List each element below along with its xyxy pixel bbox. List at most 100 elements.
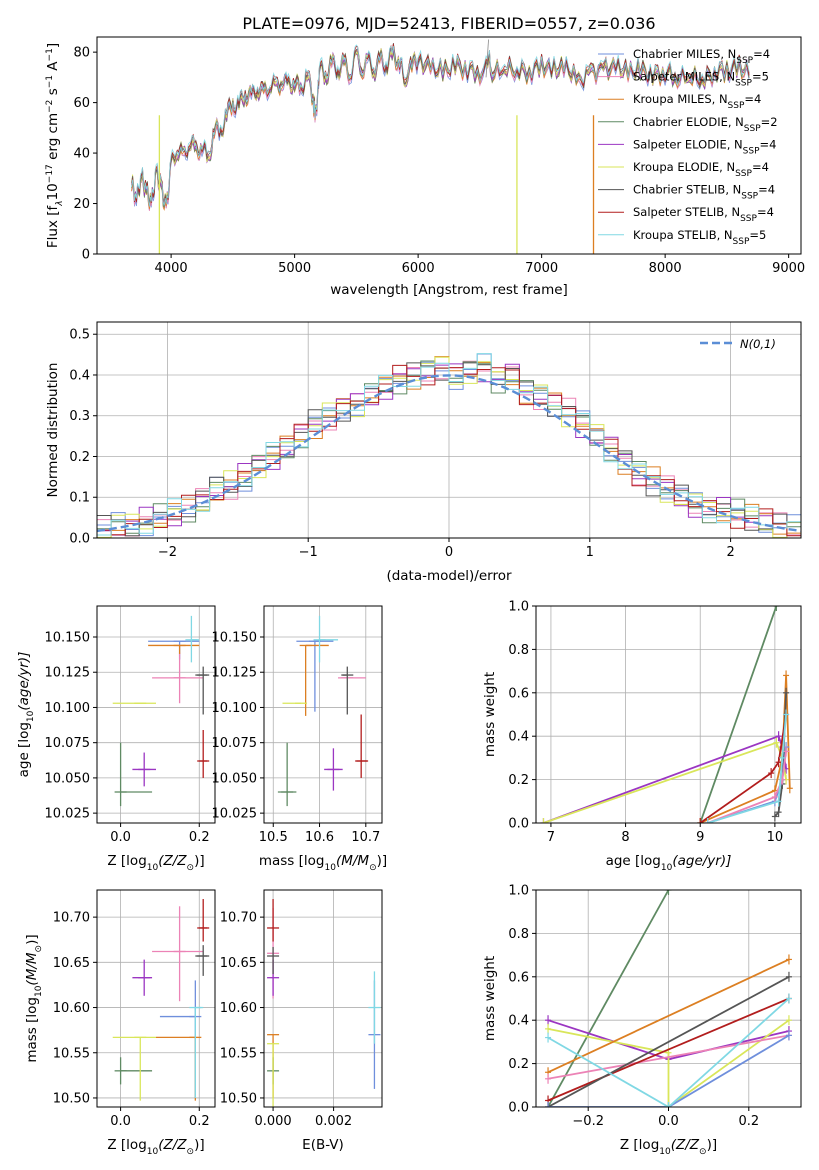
- mass_weight_vs_Z-ytick-label: 1.0: [508, 884, 529, 899]
- legend-entry-2: Kroupa MILES, NSSP=4: [633, 92, 761, 111]
- spectrum-xtick-label: 6000: [402, 261, 435, 276]
- residuals-ytick-label: 0.4: [69, 368, 90, 383]
- spectrum-ylabel: Flux [fλ10−17 erg cm−2 s−1 A−1]: [45, 43, 65, 248]
- age_vs_mass-ytick-label: 10.075: [212, 736, 258, 751]
- mass_vs_ebv-ytick-label: 10.55: [220, 1046, 257, 1061]
- age_vs_mass-ytick-label: 10.125: [212, 666, 258, 681]
- mass_vs_Z-ytick-label: 10.65: [53, 956, 90, 971]
- mass_vs_ebv-ytick-label: 10.50: [220, 1091, 257, 1106]
- spectrum-legend: Chabrier MILES, NSSP=4 Salpeter MILES, NS…: [598, 47, 778, 247]
- mass_weight_vs_Z-series-3: [547, 958, 790, 1074]
- mass_weight_vs_age-ytick-label: 0.4: [508, 730, 529, 745]
- age_vs_Z-ytick-label: 10.025: [45, 807, 91, 822]
- age_vs_mass-plot-area: [277, 615, 369, 807]
- residuals-plot-area: [97, 353, 801, 538]
- mass_vs_Z-xlabel: Z [log10(Z/Z⊙)]: [107, 1137, 204, 1157]
- spectrum-xtick-label: 7000: [525, 261, 558, 276]
- mass_weight_vs_Z-frame: [535, 889, 802, 1108]
- legend-entry-4: Salpeter ELODIE, NSSP=4: [633, 137, 776, 156]
- residuals-panel: −2 −1 0 1 2 0.0 0.1 0.2 0.3 0.4 0.5 N(0,1) (data-mod…: [45, 321, 802, 584]
- spectrum-spike: [485, 39, 489, 78]
- mass_vs_Z-ytick-label: 10.50: [53, 1091, 90, 1106]
- mass_weight_vs_Z-series-5: [547, 997, 790, 1102]
- residuals-xtick-label: 0: [445, 545, 453, 560]
- residuals-ytick-label: 0.3: [69, 409, 90, 424]
- mass_weight_vs_age-ytick-label: 0.2: [508, 773, 529, 788]
- residuals-xtick-label: −2: [158, 545, 177, 560]
- mass_weight_vs_Z-series-6: [547, 976, 790, 1107]
- mass_vs_ebv-xtick-label: 0.002: [315, 1114, 352, 1129]
- spectrum-xtick-label: 8000: [649, 261, 682, 276]
- mass_vs_Z-ylabel: mass [log10(M/M⊙)]: [24, 934, 44, 1062]
- mass_weight_vs_age-series-0: [699, 606, 778, 823]
- mass_weight_vs_age-xtick-label: 9: [696, 830, 704, 845]
- legend-entry-0: Chabrier MILES, NSSP=4: [633, 47, 770, 66]
- mass_vs_ebv-xtick-label: 0.000: [254, 1114, 291, 1129]
- age_vs_mass-frame: [263, 605, 383, 824]
- residuals-ytick-label: 0.1: [69, 491, 90, 506]
- mass_weight_vs_age-xlabel: age [log10(age/yr)]: [606, 853, 732, 873]
- age_vs_mass-ytick-label: 10.100: [212, 701, 258, 716]
- mass_weight_vs_Z-series-0: [547, 890, 670, 1107]
- residuals-ytick-label: 0.0: [69, 532, 90, 547]
- age_vs_mass-ytick-label: 10.150: [212, 631, 258, 646]
- mass_weight_vs_Z-ytick-label: 0.2: [508, 1057, 529, 1072]
- mass_weight_vs_Z-ytick-label: 0.4: [508, 1014, 529, 1029]
- mass_weight_vs_age-frame: [535, 605, 802, 824]
- mass_weight_vs_age-xtick-label: 8: [621, 830, 629, 845]
- age_vs_Z-ytick-label: 10.050: [45, 771, 91, 786]
- age_vs_mass-ytick-label: 10.050: [212, 771, 258, 786]
- age_vs_mass-xtick-label: 10.7: [351, 830, 380, 845]
- mass_weight_vs_Z-series-7: [548, 1034, 790, 1107]
- age_vs_Z-ytick-label: 10.125: [45, 666, 91, 681]
- age_vs_Z-ylabel: age [log10(age/yr)]: [16, 652, 36, 778]
- mass_weight_vs_Z-xtick-label: −0.2: [572, 1114, 604, 1129]
- mass_weight_vs_age-xtick-label: 10: [767, 830, 784, 845]
- mass_vs_Z-xtick-label: 0.0: [110, 1114, 131, 1129]
- legend-entry-3: Chabrier ELODIE, NSSP=2: [633, 115, 778, 134]
- residuals-ytick-label: 0.2: [69, 450, 90, 465]
- spectrum-xlabel: wavelength [Angstrom, rest frame]: [330, 282, 568, 298]
- mass_weight_vs_Z-xlabel: Z [log10(Z/Z⊙)]: [620, 1137, 717, 1157]
- age_vs_Z-frame: [96, 605, 216, 824]
- mass_weight_vs_age-ytick-label: 0.8: [508, 643, 529, 658]
- mass_vs_ebv-frame: [263, 889, 383, 1108]
- legend-entry-5: Kroupa ELODIE, NSSP=4: [633, 160, 769, 179]
- mass_weight_vs_age-series-4: [699, 714, 787, 823]
- mass_weight_vs_age-series-7: [707, 751, 787, 823]
- spectrum-plot-area: [131, 39, 750, 254]
- mass_weight_vs_Z-xtick-label: 0.0: [658, 1114, 679, 1129]
- residuals-ylabel: Normed distribution: [45, 363, 61, 498]
- age_vs_mass-xtick-label: 10.6: [305, 830, 334, 845]
- spectrum-series-8: [131, 44, 750, 207]
- residuals-xtick-label: 1: [586, 545, 594, 560]
- mass_weight_vs_Z-plot-area: [545, 890, 792, 1107]
- legend-entry-6: Chabrier STELIB, NSSP=4: [633, 183, 775, 202]
- mass_vs_ebv-plot-area: [267, 899, 381, 1107]
- age_vs_mass-panel: 10.5 10.6 10.7 10.025 10.050 10.075 10.100 10.1…: [212, 605, 387, 873]
- mass_vs_Z-panel: 0.0 0.2 10.50 10.55 10.60 10.65 10.70 Z [log10(…: [24, 889, 216, 1157]
- age_vs_mass-xlabel: mass [log10(M/M⊙)]: [259, 853, 387, 873]
- mass_weight_vs_Z-series-8: [547, 997, 790, 1107]
- residuals-ytick-label: 0.5: [69, 328, 90, 343]
- age_vs_Z-ytick-label: 10.075: [45, 736, 91, 751]
- age_vs_Z-panel: 0.0 0.2 10.025 10.050 10.075 10.100 10.125 10.1…: [16, 605, 216, 873]
- age_vs_mass-ytick-label: 10.025: [212, 807, 258, 822]
- residuals-legend-label: N(0,1): [740, 337, 776, 351]
- mass_vs_ebv-ytick-label: 10.70: [220, 911, 257, 926]
- mass_vs_Z-frame: [96, 889, 216, 1108]
- mass_vs_ebv-ytick-label: 10.60: [220, 1001, 257, 1016]
- mass_weight_vs_age-series-8: [707, 714, 787, 823]
- mass_vs_ebv-xlabel: E(B-V): [302, 1137, 344, 1153]
- spectrum-ytick-label: 60: [73, 96, 90, 111]
- age_vs_Z-xtick-label: 0.2: [189, 830, 210, 845]
- chart-panels: 4000 5000 6000 7000 8000 9000020406080wavelen…: [16, 36, 805, 1157]
- mass_weight_vs_Z-ytick-label: 0.6: [508, 970, 529, 985]
- age_vs_Z-plot-area: [112, 615, 210, 807]
- mass_vs_Z-ytick-label: 10.55: [53, 1046, 90, 1061]
- residuals-xtick-label: −1: [299, 545, 318, 560]
- mass_weight_vs_age-plot-area: [540, 606, 793, 823]
- residuals-xtick-label: 2: [726, 545, 734, 560]
- age_vs_Z-xlabel: Z [log10(Z/Z⊙)]: [107, 853, 204, 873]
